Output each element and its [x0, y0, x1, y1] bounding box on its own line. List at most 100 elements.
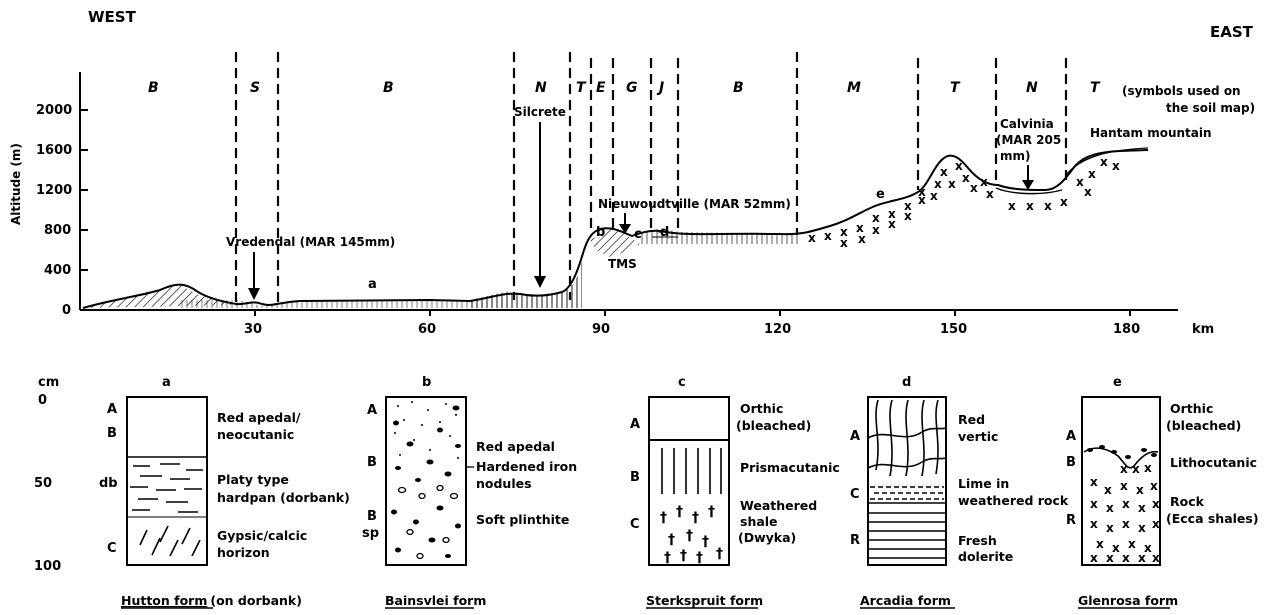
- svg-text:x: x: [948, 177, 956, 191]
- y-axis-label: Altitude (m): [9, 143, 23, 225]
- svg-text:x: x: [872, 223, 880, 237]
- svg-text:†: †: [660, 510, 667, 526]
- svg-text:1200: 1200: [36, 183, 72, 198]
- x-tick-90: 90: [592, 310, 610, 337]
- soil-column-c: c † † † † † † † † † † † A B C Orthic (bleached) P…: [630, 375, 840, 609]
- zone-symbol: T: [1090, 80, 1101, 96]
- svg-text:x: x: [1096, 537, 1104, 551]
- x-axis: 30 60 90 120 150 180 km: [80, 309, 1214, 337]
- svg-text:C: C: [630, 517, 640, 532]
- horizon-desc: Orthic (bleached): [1166, 401, 1241, 433]
- svg-text:x: x: [930, 189, 938, 203]
- svg-text:x: x: [1106, 521, 1114, 535]
- svg-text:x: x: [1088, 167, 1096, 181]
- soil-column-d: d A C R Red vertic Lime in weathered rock: [850, 375, 1069, 609]
- soil-column-b: b A B B sp Red apedal Hardened iron: [362, 375, 577, 609]
- y-tick-400: 400: [44, 263, 88, 278]
- svg-text:x: x: [1112, 159, 1120, 173]
- horizon-desc: Soft plinthite: [476, 512, 569, 527]
- svg-text:x: x: [1128, 537, 1136, 551]
- y-tick-1200: 1200: [36, 183, 88, 198]
- svg-text:x: x: [1090, 517, 1098, 531]
- horizon-desc: Red apedal/neocutanic: [217, 410, 301, 442]
- svg-text:x: x: [1090, 475, 1098, 489]
- y-tick-1600: 1600: [36, 143, 88, 158]
- form-label: Sterkspruit form: [646, 593, 763, 608]
- silcrete-label: Silcrete: [514, 105, 566, 119]
- svg-text:C: C: [107, 541, 117, 556]
- svg-text:†: †: [668, 532, 675, 548]
- svg-text:150: 150: [940, 322, 967, 337]
- svg-text:x: x: [1084, 185, 1092, 199]
- svg-text:†: †: [708, 504, 715, 520]
- horizon-desc: Red apedal: [476, 439, 555, 454]
- horizon-desc: Hardened iron nodules: [476, 459, 577, 491]
- zone-symbol: T: [576, 80, 587, 96]
- vredendal-label: Vredendal (MAR 145mm): [226, 235, 395, 249]
- zone-symbol: S: [250, 80, 260, 96]
- svg-text:30: 30: [244, 322, 262, 337]
- svg-text:x: x: [1138, 521, 1146, 535]
- column-letter: d: [902, 375, 911, 390]
- x-tick-60: 60: [418, 310, 436, 337]
- horizon-desc: Rock (Ecca shales): [1166, 494, 1259, 526]
- svg-text:R: R: [1066, 513, 1076, 528]
- svg-text:x: x: [1132, 462, 1140, 476]
- svg-text:x: x: [962, 171, 970, 185]
- svg-text:x: x: [888, 217, 896, 231]
- svg-text:x: x: [1122, 517, 1130, 531]
- svg-text:†: †: [702, 534, 709, 550]
- svg-text:A: A: [630, 417, 640, 432]
- svg-text:x: x: [1122, 551, 1130, 565]
- svg-text:x: x: [940, 165, 948, 179]
- svg-text:B: B: [367, 455, 377, 470]
- svg-text:x: x: [1090, 497, 1098, 511]
- zone-symbols: B S B N T E G J B M T N T: [148, 80, 1101, 96]
- zone-symbol: N: [535, 80, 547, 96]
- svg-text:1600: 1600: [36, 143, 72, 158]
- svg-text:x: x: [1152, 497, 1160, 511]
- svg-text:x: x: [824, 229, 832, 243]
- west-label: WEST: [88, 8, 137, 26]
- east-label: EAST: [1210, 23, 1254, 41]
- x-tick-150: 150: [940, 310, 967, 337]
- svg-text:†: †: [686, 528, 693, 544]
- svg-text:x: x: [986, 187, 994, 201]
- x-tick-180: 180: [1113, 310, 1140, 337]
- svg-text:†: †: [696, 550, 703, 566]
- svg-text:2000: 2000: [36, 103, 72, 118]
- svg-text:†: †: [676, 504, 683, 520]
- svg-text:x: x: [1122, 497, 1130, 511]
- zone-symbol: B: [148, 80, 159, 96]
- svg-text:x: x: [980, 175, 988, 189]
- svg-text:B: B: [107, 426, 117, 441]
- form-label: Arcadia form: [860, 593, 951, 608]
- svg-text:x: x: [955, 159, 963, 173]
- svg-text:x: x: [1138, 551, 1146, 565]
- zone-symbol: N: [1026, 80, 1038, 96]
- horizon-desc: Weathered shale (Dwyka): [738, 498, 817, 545]
- svg-text:†: †: [664, 550, 671, 566]
- soil-column-a: a A B db C Red apedal/neocutanic Platy t…: [99, 375, 350, 609]
- svg-text:x: x: [970, 181, 978, 195]
- calvinia-label: Calvinia (MAR 205 mm): [996, 117, 1065, 163]
- svg-text:800: 800: [44, 223, 71, 238]
- x-axis-unit: km: [1192, 322, 1214, 337]
- svg-text:90: 90: [592, 322, 610, 337]
- svg-text:x: x: [934, 177, 942, 191]
- svg-text:x: x: [1112, 541, 1120, 555]
- y-axis: Altitude (m) 0 400 800 1200 1600 2000: [9, 72, 88, 318]
- svg-text:A: A: [107, 402, 117, 417]
- nieuwoudtville-arrow: [619, 213, 631, 234]
- site-a-label: a: [368, 277, 377, 292]
- site-e-label: e: [876, 187, 885, 202]
- zone-boundaries: [234, 52, 1068, 305]
- vredendal-arrow: [248, 252, 260, 300]
- svg-text:B: B: [630, 470, 640, 485]
- depth-50: 50: [34, 476, 52, 491]
- depth-0: 0: [38, 393, 47, 408]
- svg-text:x: x: [872, 211, 880, 225]
- svg-text:B: B: [1066, 455, 1076, 470]
- depth-unit: cm: [38, 375, 59, 390]
- svg-text:sp: sp: [362, 526, 379, 541]
